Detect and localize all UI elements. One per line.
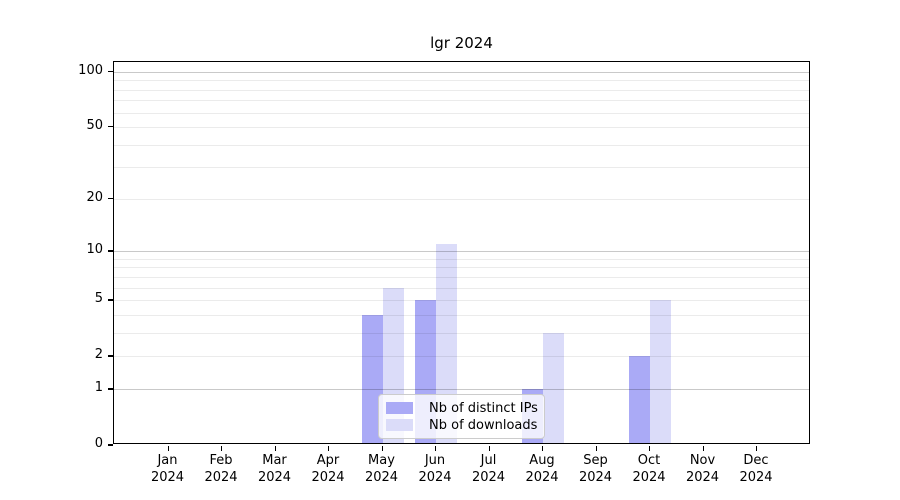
y-tick-label-50: 50 — [86, 118, 103, 133]
y-tick-label-2: 2 — [94, 347, 103, 363]
x-tick-label-dec: Dec 2024 — [739, 453, 773, 485]
x-tick-mark — [328, 445, 330, 451]
x-tick-mark — [702, 445, 704, 451]
bar-downloads-jun — [436, 244, 457, 443]
chart-title: lgr 2024 — [430, 34, 493, 52]
bar-ips-may — [361, 315, 383, 443]
x-tick-label-oct: Oct 2024 — [632, 453, 666, 485]
bar-downloads-oct — [650, 300, 671, 443]
y-tick-mark — [108, 197, 113, 200]
y-tick-label-1: 1 — [94, 380, 103, 396]
x-tick-mark — [488, 445, 490, 451]
x-tick-label-nov: Nov 2024 — [685, 453, 720, 485]
x-tick-mark — [167, 445, 169, 451]
x-tick-mark — [595, 445, 597, 451]
y-tick-mark — [108, 250, 113, 252]
x-tick-label-feb: Feb 2024 — [204, 453, 238, 485]
y-tick-mark — [108, 444, 113, 446]
y-tick-label-20: 20 — [86, 189, 103, 205]
x-tick-label-jan: Jan 2024 — [150, 453, 185, 485]
y-tick-label-10: 10 — [86, 242, 103, 258]
x-tick-label-jul: Jul 2024 — [471, 453, 506, 485]
x-tick-label-mar: Mar 2024 — [257, 453, 292, 485]
x-tick-mark — [381, 445, 383, 451]
y-tick-mark — [108, 126, 113, 128]
x-tick-label-may: May 2024 — [364, 453, 399, 485]
downloads-swatch-icon — [386, 419, 413, 431]
y-tick-mark — [108, 70, 113, 73]
x-tick-label-apr: Apr 2024 — [311, 453, 345, 485]
x-tick-label-jun: Jun 2024 — [418, 453, 452, 485]
x-tick-mark — [649, 445, 651, 451]
legend-label: Nb of distinct IPs — [429, 400, 538, 416]
x-tick-mark — [435, 445, 437, 451]
x-tick-mark — [274, 445, 276, 451]
legend-item-distinct-ips: Nb of distinct IPs — [386, 399, 538, 416]
legend-item-downloads: Nb of downloads — [386, 416, 538, 433]
y-tick-label-0: 0 — [94, 436, 103, 452]
distinct-ips-swatch-icon — [386, 402, 413, 414]
x-tick-mark — [542, 445, 544, 451]
y-tick-mark — [108, 299, 113, 301]
y-tick-label-100: 100 — [78, 62, 103, 78]
y-tick-mark — [108, 355, 113, 357]
bar-ips-oct — [629, 356, 650, 443]
x-tick-mark — [221, 445, 223, 451]
bars-layer — [114, 62, 809, 443]
legend: Nb of distinct IPs Nb of downloads — [378, 394, 545, 439]
x-tick-label-aug: Aug 2024 — [525, 453, 559, 485]
x-tick-mark — [756, 445, 758, 451]
x-tick-label-sep: Sep 2024 — [578, 453, 613, 485]
legend-label: Nb of downloads — [429, 417, 538, 433]
bar-downloads-aug — [543, 333, 564, 443]
y-tick-label-5: 5 — [94, 291, 103, 307]
plot-area — [113, 61, 810, 444]
y-tick-mark — [108, 388, 113, 390]
